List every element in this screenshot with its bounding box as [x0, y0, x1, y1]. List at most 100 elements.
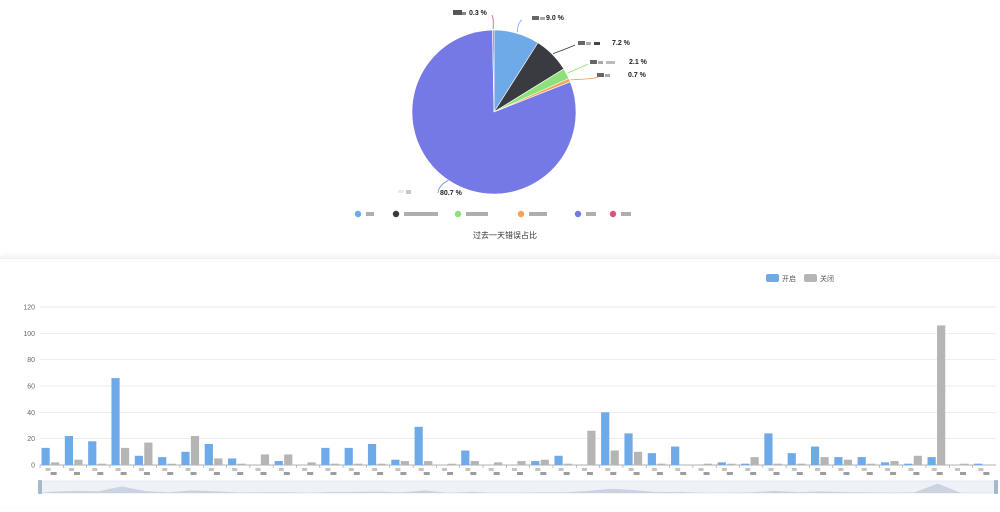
bar[interactable] [904, 463, 913, 465]
bar[interactable] [167, 463, 176, 465]
bar[interactable] [554, 455, 563, 465]
y-tick-label: 120 [23, 305, 35, 312]
bar-chart: 开启 关闭 0 20 40 60 80 100 120 [23, 274, 998, 494]
bar[interactable] [134, 455, 143, 465]
bar[interactable] [424, 461, 433, 465]
bar[interactable] [880, 462, 890, 465]
pie-legend-item[interactable] [392, 210, 438, 218]
bar[interactable] [834, 457, 843, 465]
bar[interactable] [540, 459, 549, 465]
bar[interactable] [937, 325, 946, 465]
bar[interactable] [228, 458, 237, 465]
bar[interactable] [843, 459, 852, 465]
bar[interactable] [260, 454, 270, 465]
bar-legend-item[interactable]: 关闭 [804, 274, 834, 283]
bar[interactable] [88, 441, 97, 465]
bar[interactable] [307, 462, 316, 465]
pie-slice[interactable] [492, 29, 495, 113]
legend-swatch-icon [766, 274, 779, 282]
pie-slice-label: 0.7 % [628, 72, 647, 79]
pie-slice-label: 2.1 % [629, 59, 648, 66]
bar[interactable] [190, 436, 200, 465]
bar[interactable] [447, 463, 456, 465]
legend-swatch-icon [804, 274, 817, 282]
bar[interactable] [214, 458, 223, 465]
bar[interactable] [120, 447, 130, 465]
bar[interactable] [927, 457, 936, 465]
bar[interactable] [773, 463, 783, 465]
bar[interactable] [647, 453, 656, 465]
bar[interactable] [51, 462, 60, 465]
bar[interactable] [820, 457, 829, 465]
data-zoom-slider[interactable] [38, 480, 998, 494]
bar[interactable] [470, 461, 479, 465]
bar[interactable] [74, 459, 83, 465]
bar[interactable] [531, 461, 540, 465]
bar[interactable] [610, 450, 619, 465]
bar[interactable] [787, 453, 796, 465]
bar[interactable] [750, 457, 759, 465]
bar[interactable] [624, 433, 633, 465]
bar[interactable] [717, 462, 726, 465]
pie-legend-item[interactable] [517, 210, 547, 218]
y-tick-label: 0 [31, 463, 35, 470]
bar[interactable] [633, 451, 643, 465]
pie-slice-label: 7.2 % [612, 40, 631, 47]
bar[interactable] [414, 426, 423, 465]
pie-chart-panel: 9.0 % 7.2 % 2.1 % 0.7 % 80.7 % 0.3 % 过去一天错误占比 [0, 0, 1000, 250]
bar[interactable] [321, 447, 330, 465]
bar[interactable] [354, 463, 363, 465]
bar[interactable] [344, 447, 353, 465]
bar[interactable] [144, 442, 153, 465]
bar[interactable] [741, 463, 750, 465]
legend-dot-icon [454, 210, 462, 218]
pie-legend-item[interactable] [574, 210, 596, 218]
bar[interactable] [330, 463, 340, 465]
bar[interactable] [377, 463, 386, 465]
bar[interactable] [237, 463, 246, 465]
bar[interactable] [391, 459, 400, 465]
bar[interactable] [764, 433, 773, 465]
bar[interactable] [367, 443, 377, 465]
bar[interactable] [867, 463, 876, 465]
legend-dot-icon [354, 210, 362, 218]
y-tick-label: 80 [27, 357, 35, 364]
bar[interactable] [400, 461, 409, 465]
legend-label: 开启 [782, 274, 796, 283]
bar[interactable] [111, 378, 120, 465]
zoom-handle-left[interactable] [38, 480, 42, 494]
bar[interactable] [587, 430, 596, 465]
bar[interactable] [494, 462, 503, 465]
bar-legend-item[interactable]: 开启 [766, 274, 796, 283]
bar[interactable] [158, 457, 167, 465]
bar[interactable] [857, 457, 866, 465]
pie-legend-item[interactable] [454, 210, 488, 218]
bar[interactable] [204, 443, 213, 465]
bar[interactable] [797, 463, 806, 465]
bar[interactable] [913, 455, 922, 465]
zoom-handle-right[interactable] [994, 480, 998, 494]
bar[interactable] [284, 454, 293, 465]
bar[interactable] [974, 463, 983, 465]
bar[interactable] [890, 461, 899, 465]
bar[interactable] [517, 461, 526, 465]
bar[interactable] [727, 463, 736, 465]
bar[interactable] [563, 463, 573, 465]
bar[interactable] [41, 447, 50, 465]
pie-chart: 9.0 % 7.2 % 2.1 % 0.7 % 80.7 % 0.3 % 过去一天错误占比 [354, 10, 648, 240]
bar[interactable] [181, 451, 190, 465]
pie-legend-item[interactable] [609, 210, 631, 218]
bar[interactable] [97, 463, 106, 465]
bar[interactable] [703, 463, 713, 465]
bar[interactable] [657, 463, 666, 465]
bar[interactable] [601, 412, 610, 465]
pie-legend-item[interactable] [354, 210, 374, 218]
pie-chart-title: 过去一天错误占比 [473, 230, 537, 240]
bar[interactable] [461, 450, 470, 465]
bar[interactable] [960, 463, 969, 465]
legend-dot-icon [574, 210, 582, 218]
bar[interactable] [810, 446, 820, 465]
bar[interactable] [64, 436, 74, 465]
bar[interactable] [274, 461, 283, 465]
bar[interactable] [671, 446, 680, 465]
